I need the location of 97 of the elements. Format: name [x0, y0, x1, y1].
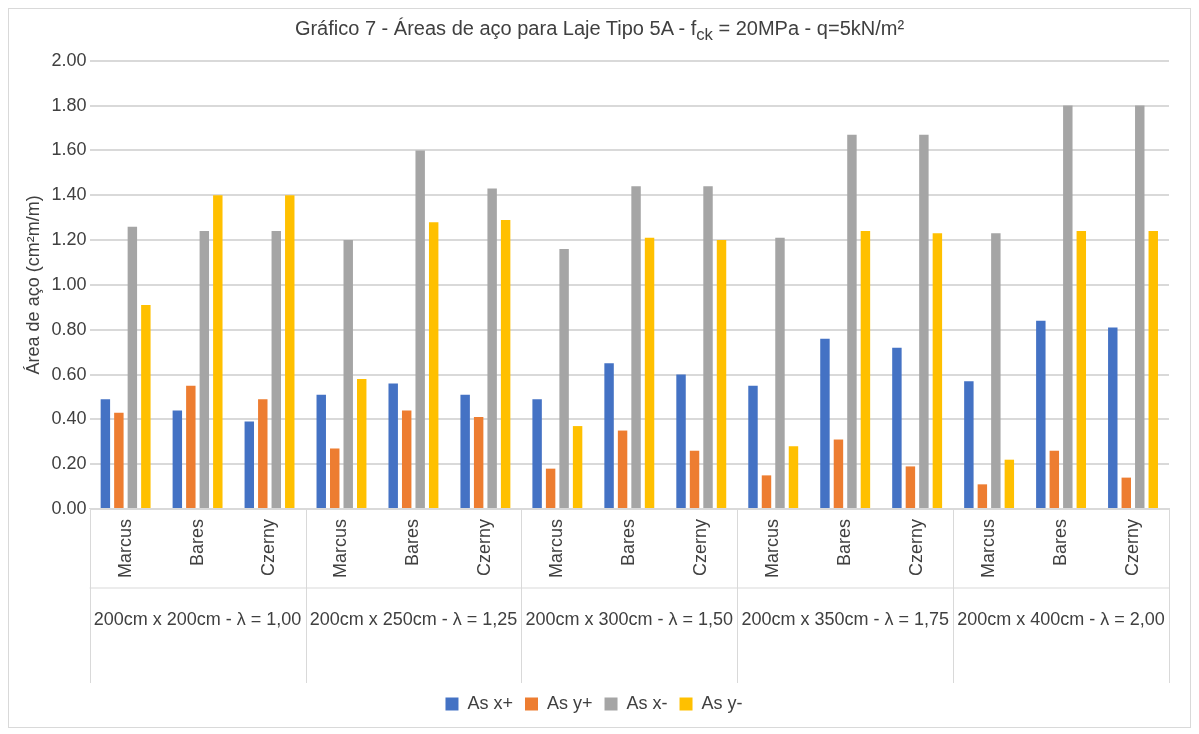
- bar: [631, 186, 641, 508]
- x-tick-label: Marcus: [762, 518, 783, 579]
- bar: [676, 374, 686, 508]
- x-tick-label: Czerny: [474, 518, 495, 577]
- x-tick-label: Bares: [834, 518, 855, 567]
- y-tick-label: 1.00: [51, 273, 87, 294]
- bar: [285, 195, 295, 508]
- y-tick-label: 1.40: [51, 184, 87, 205]
- bar: [833, 439, 844, 508]
- bar: [388, 383, 398, 508]
- bar: [401, 410, 412, 508]
- bar: [213, 195, 223, 508]
- text: 200cm x 250cm - λ = 1,25: [309, 608, 518, 629]
- bar: [357, 379, 367, 508]
- x-tick-label: Marcus: [330, 518, 351, 579]
- bar: [775, 237, 785, 508]
- bar: [1135, 105, 1145, 508]
- x-tick-label: Bares: [1050, 518, 1071, 567]
- y-tick-label: 0.80: [51, 318, 87, 339]
- x-tick-label: Marcus: [546, 518, 567, 579]
- bar: [559, 249, 569, 508]
- bar: [860, 231, 871, 508]
- y-tick-label: 0.00: [51, 497, 87, 518]
- x-tick-label: Bares: [402, 518, 423, 567]
- bar: [604, 363, 614, 508]
- bar: [258, 399, 268, 508]
- bar: [487, 188, 497, 508]
- bar: [500, 219, 511, 508]
- bar: [689, 450, 700, 508]
- y-tick-label: 0.40: [51, 408, 87, 429]
- bar: [343, 240, 353, 508]
- bar: [100, 399, 111, 508]
- bar: [1148, 231, 1158, 508]
- text: 200cm x 200cm - λ = 1,00: [93, 608, 302, 629]
- bar: [572, 426, 583, 508]
- x-tick-label: Marcus: [114, 518, 135, 579]
- bar: [964, 381, 974, 508]
- bar: [991, 233, 1001, 508]
- bar: [748, 385, 758, 508]
- bar: [703, 186, 713, 508]
- bar: [545, 468, 556, 508]
- bar: [199, 231, 210, 508]
- bar: [271, 231, 281, 508]
- bar: [905, 466, 916, 508]
- bar: [892, 347, 902, 508]
- bar: [114, 412, 124, 508]
- y-axis-title: Área de aço (cm²m/m): [22, 195, 43, 375]
- bar: [1049, 450, 1060, 508]
- x-tick-label: Czerny: [690, 518, 711, 577]
- x-tick-label: Czerny: [906, 518, 927, 577]
- bar: [127, 226, 138, 508]
- text: 200cm x 400cm - λ = 2,00: [957, 608, 1165, 629]
- x-tick-label: Czerny: [258, 518, 279, 577]
- bar: [244, 421, 255, 508]
- bar: [847, 134, 857, 508]
- bar: [1076, 231, 1087, 508]
- y-tick-label: 0.20: [51, 453, 87, 474]
- bar: [716, 240, 727, 508]
- bar: [932, 233, 943, 508]
- bar: [977, 484, 988, 508]
- y-tick-label: 1.60: [51, 139, 87, 160]
- bar: [141, 305, 151, 508]
- bar: [172, 410, 183, 508]
- x-tick-label: Marcus: [978, 518, 999, 579]
- y-tick-label: 2.00: [51, 49, 87, 70]
- x-tick-label: Bares: [186, 518, 207, 567]
- bar: [1121, 477, 1131, 508]
- y-tick-label: 1.20: [51, 229, 87, 250]
- bar: [532, 399, 542, 508]
- bar: [617, 430, 628, 508]
- legend-label: As y-: [701, 692, 743, 713]
- legend-label: As y+: [547, 692, 593, 713]
- text: 200cm x 300cm - λ = 1,50: [525, 608, 734, 629]
- text: 200cm x 350cm - λ = 1,75: [741, 608, 949, 629]
- bar: [415, 150, 425, 508]
- bar: [788, 446, 799, 508]
- y-tick-label: 1.80: [51, 94, 87, 115]
- bar: [460, 394, 470, 508]
- bar: [1004, 459, 1015, 508]
- bar: [330, 448, 340, 508]
- bar: [644, 237, 655, 508]
- bar: [1063, 105, 1073, 508]
- bar: [919, 134, 929, 508]
- bar: [316, 394, 326, 508]
- chart-title: Gráfico 7 - Áreas de aço para Laje Tipo 5A - f$_{ck}$ = 20MPa - q=5kN/m²: [293, 16, 906, 46]
- legend-label: As x+: [467, 692, 514, 713]
- legend-label: As x-: [626, 692, 668, 713]
- bar: [820, 338, 830, 508]
- bar: [1108, 327, 1118, 508]
- x-tick-label: Bares: [618, 518, 639, 567]
- bar: [428, 222, 439, 508]
- y-tick-label: 0.60: [51, 363, 87, 384]
- x-tick-label: Czerny: [1121, 518, 1142, 577]
- bar: [1036, 320, 1046, 508]
- bar: [473, 417, 484, 508]
- bar: [761, 475, 772, 508]
- bar: [186, 385, 196, 508]
